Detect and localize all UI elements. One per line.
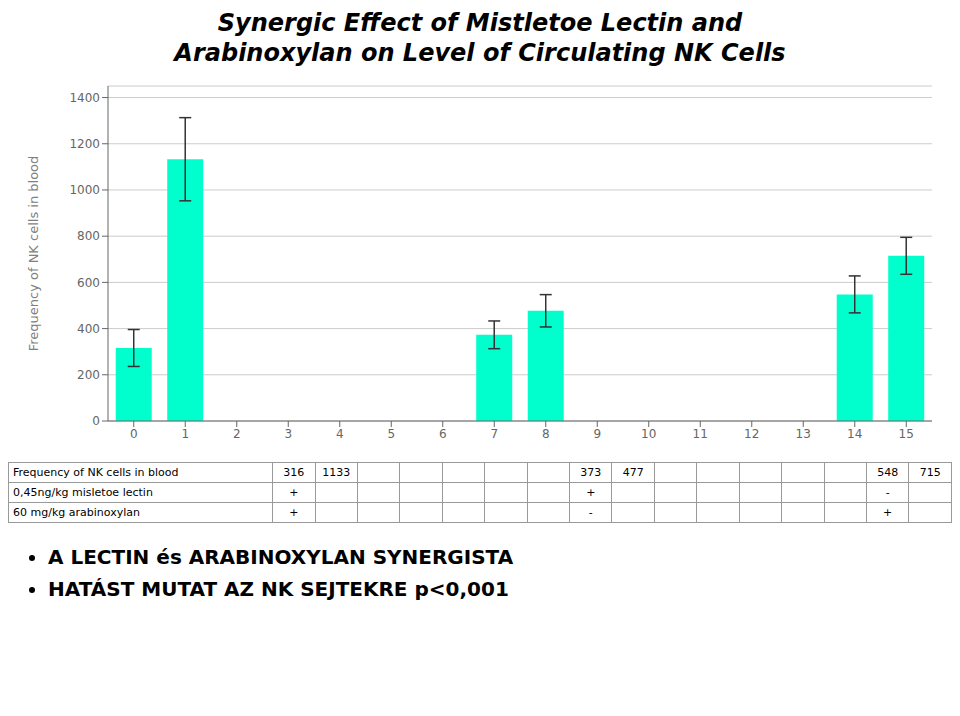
svg-text:0: 0	[92, 414, 100, 428]
html-text:HATÁST MUTAT AZ NK SEJTEKRE p<: HATÁST MUTAT AZ NK SEJTEKRE p<0,001	[48, 577, 509, 601]
svg-text:11: 11	[693, 427, 708, 441]
html-text:1133: 1133	[322, 466, 351, 479]
html-text:Synergic Effect of Mistletoe L: Synergic Effect of Mistletoe Lectin and	[217, 9, 743, 37]
svg-text:7: 7	[490, 427, 498, 441]
svg-text:1000: 1000	[69, 183, 100, 197]
svg-text:1200: 1200	[69, 137, 100, 151]
svg-text:8: 8	[542, 427, 550, 441]
svg-text:0: 0	[130, 427, 138, 441]
svg-text:800: 800	[77, 229, 100, 243]
svg-text:4: 4	[336, 427, 344, 441]
svg-text:9: 9	[593, 427, 601, 441]
html-text:715: 715	[919, 466, 941, 479]
html-text:477: 477	[622, 466, 644, 479]
svg-text:10: 10	[641, 427, 656, 441]
html-text:0,45ng/kg misletoe lectin: 0,45ng/kg misletoe lectin	[13, 486, 153, 499]
svg-text:14: 14	[847, 427, 862, 441]
svg-text:15: 15	[899, 427, 914, 441]
svg-text:1: 1	[181, 427, 189, 441]
svg-text:400: 400	[77, 322, 100, 336]
svg-text:2: 2	[233, 427, 241, 441]
svg-text:3: 3	[284, 427, 292, 441]
svg-text:600: 600	[77, 276, 100, 290]
svg-text:12: 12	[744, 427, 759, 441]
html-text:316: 316	[283, 466, 305, 479]
html-text:Frequency of NK cells in blood: Frequency of NK cells in blood	[13, 466, 179, 479]
svg-text:6: 6	[439, 427, 447, 441]
svg-text:1400: 1400	[69, 91, 100, 105]
svg-text:Frequency of NK cells in blood: Frequency of NK cells in blood	[26, 156, 41, 352]
html-text:548: 548	[877, 466, 899, 479]
svg-text:200: 200	[77, 368, 100, 382]
html-text:A LECTIN és ARABINOXYLAN SYNER: A LECTIN és ARABINOXYLAN SYNERGISTA	[48, 545, 514, 569]
html-text:373: 373	[580, 466, 602, 479]
html-text:60 mg/kg arabinoxylan: 60 mg/kg arabinoxylan	[13, 506, 140, 519]
svg-text:5: 5	[387, 427, 395, 441]
html-text:Arabinoxylan on Level of Circu: Arabinoxylan on Level of Circulating NK …	[174, 39, 786, 67]
svg-text:13: 13	[796, 427, 811, 441]
